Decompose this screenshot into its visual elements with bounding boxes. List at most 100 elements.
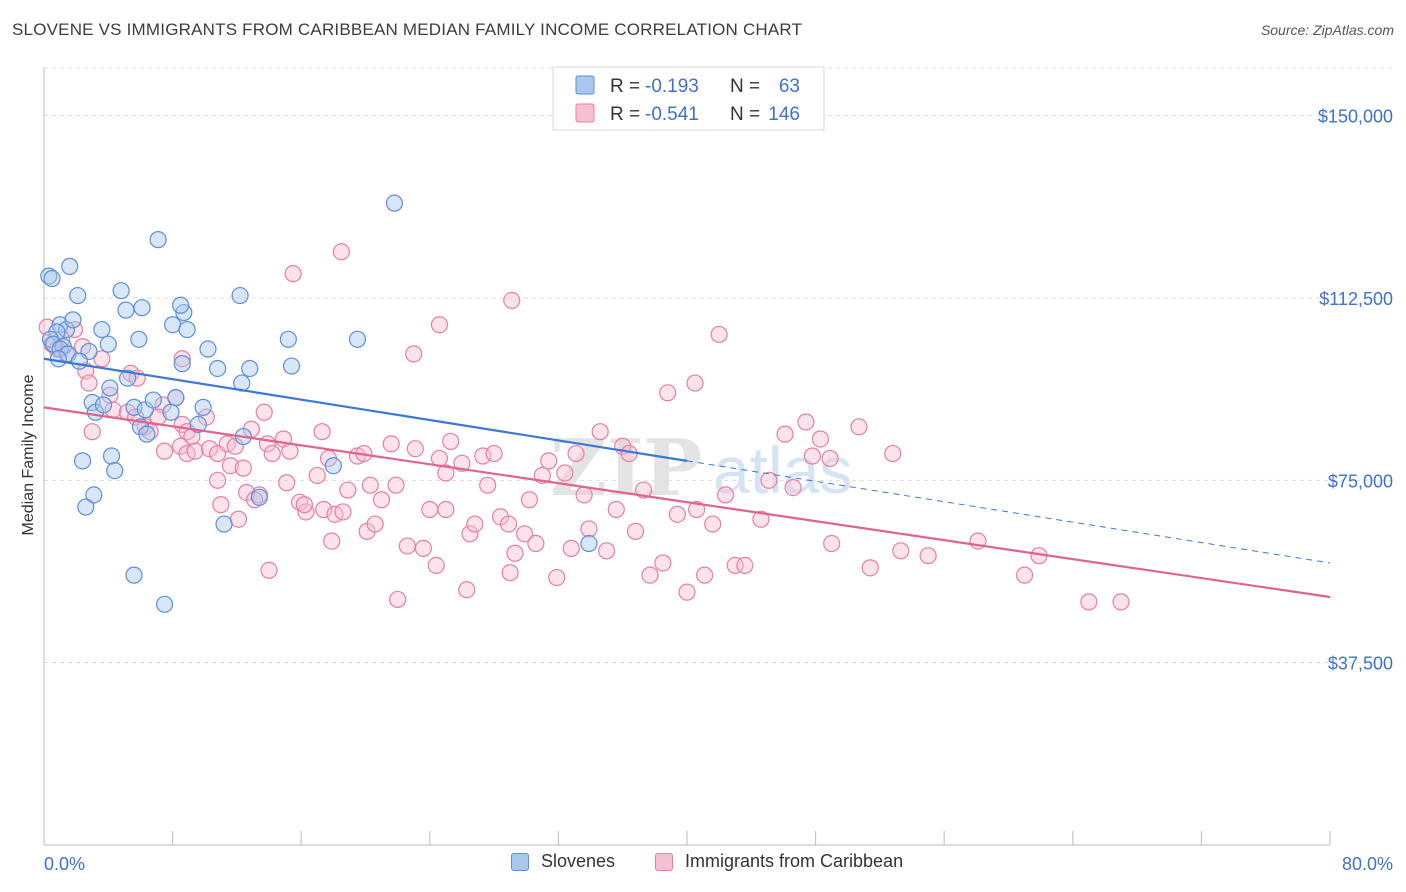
legend-bottom-label-slovenes: Slovenes [541, 851, 616, 871]
data-point [231, 286, 249, 305]
data-point [189, 415, 207, 433]
data-point [155, 442, 174, 460]
data-point [334, 503, 352, 521]
data-point [726, 556, 744, 575]
data-point [430, 316, 449, 334]
data-point [99, 335, 117, 353]
data-point [164, 316, 182, 334]
legend-bottom-swatch-caribbean [655, 852, 673, 871]
data-point [162, 403, 180, 421]
data-point [387, 476, 405, 494]
data-point [884, 444, 902, 463]
legend-bottom-caribbean: Immigrants from Caribbean [655, 851, 903, 872]
data-point [811, 430, 830, 448]
y-axis-title: Median Family Income [20, 374, 37, 535]
data-point [803, 447, 821, 465]
data-point [250, 488, 269, 506]
data-point [421, 500, 439, 519]
data-point [77, 498, 95, 516]
data-point [736, 556, 754, 575]
data-point [173, 350, 191, 368]
data-point [361, 476, 379, 494]
series-caribbean-points [38, 243, 1130, 611]
data-point [172, 296, 190, 314]
data-point [255, 403, 273, 421]
data-point [43, 269, 61, 288]
data-point [194, 398, 212, 416]
data-point [332, 243, 350, 261]
trend-line-slovenes-extrapolated [686, 460, 1331, 564]
y-tick-label: $75,000 [1328, 471, 1393, 491]
data-point [101, 386, 119, 404]
data-point [85, 486, 103, 504]
data-point [212, 496, 230, 514]
data-point [366, 515, 384, 533]
data-point [155, 595, 174, 613]
data-point [442, 432, 460, 451]
data-point [73, 452, 92, 470]
data-point [562, 539, 580, 557]
data-point [295, 496, 314, 514]
data-point [339, 481, 357, 499]
data-point [659, 384, 677, 402]
data-point [461, 525, 479, 543]
data-point [324, 457, 342, 475]
legend-top-swatch-slovenes [575, 75, 595, 95]
data-point [199, 340, 217, 358]
data-point [567, 444, 585, 463]
trend-line-caribbean [43, 406, 1331, 599]
data-point [686, 374, 704, 392]
data-point [575, 486, 593, 504]
data-point [654, 554, 672, 572]
data-point [93, 350, 111, 368]
data-point [389, 590, 407, 609]
data-point [607, 500, 625, 519]
data-point [229, 510, 248, 528]
data-point [94, 396, 113, 414]
data-point [209, 359, 227, 378]
legend-top-r-label-0: R = [610, 76, 640, 97]
data-point [144, 391, 162, 409]
legend-top-r-label-1: R = [610, 104, 640, 125]
data-point [49, 350, 68, 368]
data-point [385, 194, 404, 212]
legend-top-n-value-1: 146 [768, 104, 800, 125]
data-point [414, 539, 432, 557]
data-point [540, 452, 558, 470]
data-point [892, 542, 910, 560]
data-point [850, 418, 868, 436]
data-point [704, 515, 722, 533]
data-point [308, 466, 326, 485]
legend-bottom-label-caribbean: Immigrants from Caribbean [685, 851, 904, 871]
watermark-zip: ZIP [550, 423, 702, 514]
data-point [221, 457, 240, 475]
data-point [83, 423, 101, 441]
data-point [372, 491, 391, 509]
data-point [458, 581, 476, 599]
data-point [133, 299, 151, 317]
data-point [821, 449, 839, 468]
x-tick-label: 0.0% [44, 854, 85, 874]
axes [43, 67, 1331, 846]
data-point [1015, 566, 1034, 584]
legend-top-swatch-caribbean [575, 103, 595, 123]
data-point [466, 515, 484, 533]
data-point [313, 423, 331, 441]
data-point [503, 291, 521, 309]
data-point [278, 474, 296, 492]
data-point [527, 534, 545, 553]
data-point [485, 444, 503, 463]
data-point [290, 493, 309, 511]
data-point [861, 559, 879, 577]
data-point [797, 413, 815, 431]
data-point [516, 525, 534, 543]
y-tick-label: $150,000 [1318, 107, 1393, 127]
data-point [245, 491, 264, 509]
legend-top: R = -0.193 N = 63 R = -0.541 N = 146 [552, 66, 825, 131]
watermark-atlas: atlas [713, 433, 852, 507]
series-slovenes-points [40, 194, 598, 613]
data-point [112, 282, 130, 300]
legend-top-box [552, 66, 825, 131]
data-point [580, 520, 598, 538]
legend-top-n-label-0: N = [730, 76, 760, 97]
